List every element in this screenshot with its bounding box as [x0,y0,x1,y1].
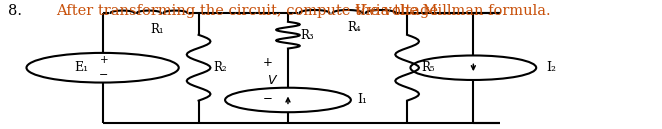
Text: −: − [99,70,109,80]
Text: After transforming the circuit, compute the voltage: After transforming the circuit, compute … [56,4,443,18]
Text: V: V [267,74,275,87]
Text: R₄: R₄ [348,21,361,34]
Text: V: V [354,4,365,18]
Text: +: + [263,56,273,69]
Text: 8.: 8. [8,4,22,18]
Text: I₁: I₁ [357,94,367,106]
Text: I₂: I₂ [546,61,556,74]
Text: +: + [99,55,109,65]
Text: R₁: R₁ [150,23,164,36]
Text: R₂: R₂ [213,61,227,74]
Text: R₃: R₃ [300,29,314,42]
Text: R₅: R₅ [422,61,435,74]
Text: E₁: E₁ [74,61,88,74]
Text: −: − [263,92,273,105]
Text: via the Millman formula.: via the Millman formula. [363,4,550,18]
